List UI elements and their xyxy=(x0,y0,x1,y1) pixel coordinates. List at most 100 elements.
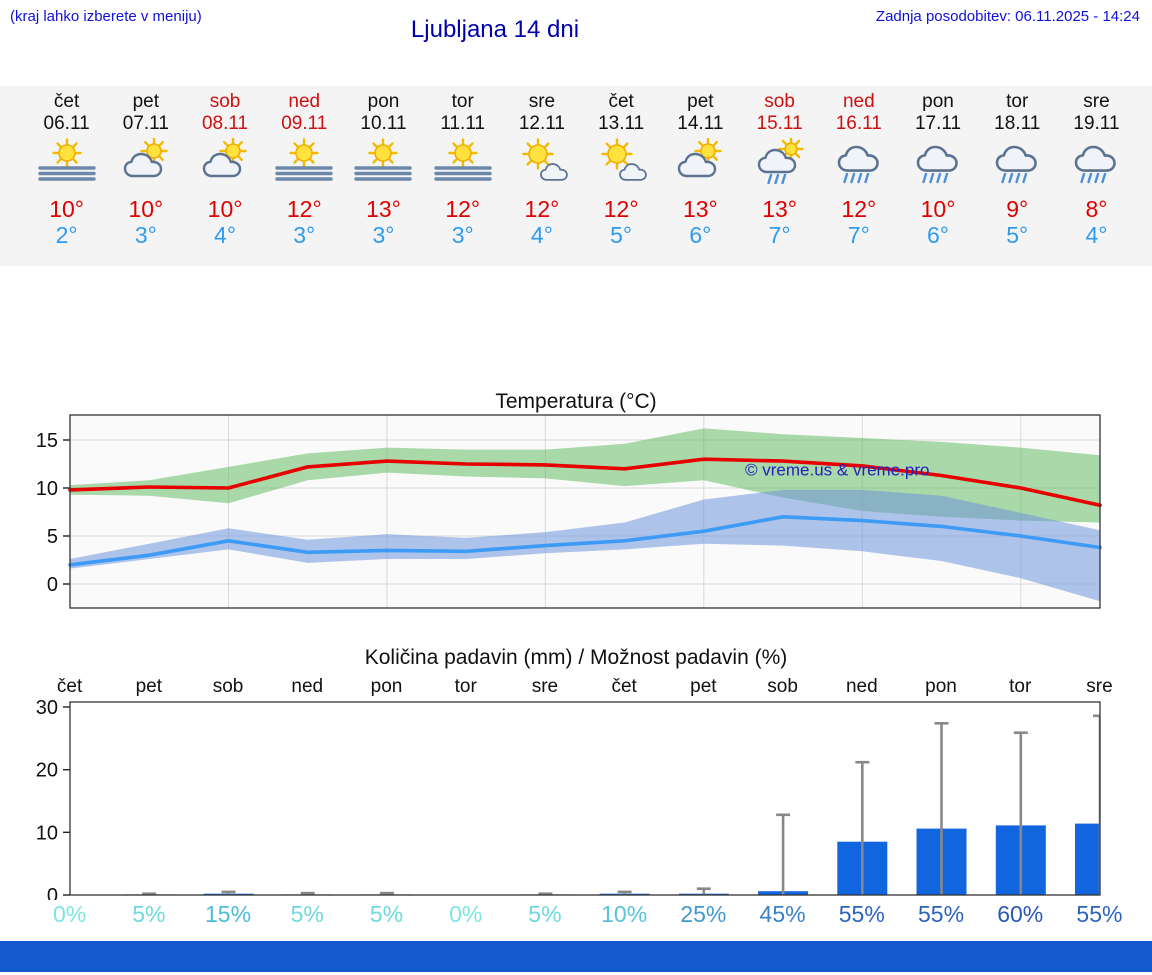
day-date: 07.11 xyxy=(122,113,169,134)
precip-probability: 0% xyxy=(52,901,87,927)
temp-max: 13° xyxy=(762,196,797,222)
temp-ytick-label: 5 xyxy=(47,526,58,548)
temp-min: 3° xyxy=(293,222,316,248)
day-name: tor xyxy=(451,91,474,112)
precip-probability: 55% xyxy=(1076,901,1123,927)
temp-max: 8° xyxy=(1085,196,1108,222)
precip-day-label: pet xyxy=(135,676,163,697)
precip-ytick-label: 10 xyxy=(36,822,58,844)
temp-max: 9° xyxy=(1006,196,1029,222)
day-name: ned xyxy=(842,91,875,112)
forecast-day-column[interactable]: tor 11.11 12° 3° xyxy=(423,86,502,266)
precip-day-label: sre xyxy=(1086,676,1113,697)
temp-ytick-label: 15 xyxy=(36,430,58,452)
day-date: 06.11 xyxy=(43,113,90,134)
precip-probability: 15% xyxy=(205,901,252,927)
forecast-day-column[interactable]: tor 18.11 9° 5° xyxy=(978,86,1057,266)
day-date: 14.11 xyxy=(677,113,724,134)
temp-max: 13° xyxy=(366,196,401,222)
precip-day-label: sob xyxy=(212,676,244,697)
precip-day-label: čet xyxy=(56,676,83,697)
weather-icon-sun-fog xyxy=(434,138,492,181)
precip-probability: 55% xyxy=(838,901,885,927)
forecast-day-column[interactable]: pon 17.11 10° 6° xyxy=(898,86,977,266)
precip-day-labels: čet pet sob ned pon tor sre čet pet sob ned pon tor s… xyxy=(30,676,1139,698)
day-date: 19.11 xyxy=(1073,113,1120,134)
precip-day-label: pet xyxy=(690,676,717,697)
weather-icon-sun-fog xyxy=(275,138,333,181)
precip-probability-row: 0% 5% 15% 5% 5% 0% 5% 10% 25% 45% 55% 55% 60% 55% xyxy=(30,901,1139,928)
day-date: 08.11 xyxy=(201,113,249,134)
menu-hint[interactable]: (kraj lahko izberete v meniju) xyxy=(10,8,202,25)
day-name: tor xyxy=(1006,91,1029,112)
weather-icon-cloud-sun xyxy=(202,138,247,178)
temp-max: 12° xyxy=(286,196,322,222)
precip-probability: 55% xyxy=(917,901,965,927)
weather-icon-cloud-sun xyxy=(678,138,723,178)
temp-max: 12° xyxy=(445,196,481,222)
temp-min: 4° xyxy=(1085,222,1108,248)
forecast-day-column[interactable]: sob 15.11 13° 7° xyxy=(740,86,819,266)
temp-ytick-label: 0 xyxy=(47,574,58,596)
forecast-day-column[interactable]: pon 10.11 13° 3° xyxy=(344,86,423,266)
precip-ytick-label: 0 xyxy=(47,885,58,900)
forecast-day-column[interactable]: pet 14.11 13° 6° xyxy=(661,86,740,266)
forecast-day-column[interactable]: ned 16.11 12° 7° xyxy=(819,86,898,266)
day-date: 17.11 xyxy=(914,113,962,134)
forecast-day-column[interactable]: sre 12.11 12° 4° xyxy=(502,86,581,266)
day-name: sre xyxy=(528,91,556,112)
page-title: Ljubljana 14 dni xyxy=(410,16,580,43)
watermark-text: © vreme.us & vreme.pro xyxy=(745,461,929,480)
day-name: sob xyxy=(209,91,241,112)
temp-min: 2° xyxy=(55,222,78,248)
forecast-day-column[interactable]: ned 09.11 12° 3° xyxy=(265,86,344,266)
precip-probability: 0% xyxy=(449,901,483,927)
temp-min: 4° xyxy=(214,222,237,248)
day-date: 10.11 xyxy=(360,113,407,134)
precip-probability: 5% xyxy=(290,901,324,927)
forecast-day-column[interactable]: sob 08.11 10° 4° xyxy=(185,86,264,266)
precip-day-label: tor xyxy=(454,676,477,697)
forecast-strip: čet 06.11 10° 2° pet 07.11 10° 3° sob 08.11 10° 4° n… xyxy=(0,86,1152,266)
precip-ytick-label: 30 xyxy=(36,700,58,719)
forecast-day-column[interactable]: čet 13.11 12° 5° xyxy=(582,86,661,266)
day-name: pon xyxy=(367,91,400,112)
precip-day-label: sob xyxy=(767,676,798,697)
day-date: 13.11 xyxy=(598,113,645,134)
precip-day-label: sre xyxy=(531,676,559,697)
temp-min: 5° xyxy=(610,222,633,248)
weather-icon-sun-fog xyxy=(354,138,413,181)
temp-max: 12° xyxy=(524,196,560,222)
forecast-day-column[interactable]: pet 07.11 10° 3° xyxy=(106,86,185,266)
temp-max: 10° xyxy=(207,196,243,222)
temp-min: 5° xyxy=(1006,222,1029,248)
temperature-chart: 0 5 10 15 © vreme.us & vreme.pro xyxy=(36,414,1102,609)
last-updated: Zadnja posodobitev: 06.11.2025 - 14:24 xyxy=(875,8,1140,25)
temp-max: 10° xyxy=(49,196,84,222)
weather-icon-cloud-rain xyxy=(995,145,1038,184)
temp-min: 3° xyxy=(372,222,395,248)
weather-icon-cloud-rain xyxy=(916,145,958,184)
precip-day-label: ned xyxy=(291,676,324,697)
precip-probability: 5% xyxy=(528,901,562,927)
temp-ytick-label: 10 xyxy=(36,478,58,500)
precip-bar xyxy=(1075,823,1100,895)
weather-icon-cloud-sun-rain xyxy=(757,138,804,184)
weather-icon-sun-cloud xyxy=(522,138,568,181)
weather-icon-cloud-sun xyxy=(123,138,168,178)
day-name: pon xyxy=(922,91,954,112)
forecast-day-column[interactable]: sre 19.11 8° 4° xyxy=(1057,86,1136,266)
day-name: ned xyxy=(288,91,321,112)
day-date: 18.11 xyxy=(994,113,1041,134)
precip-probability: 25% xyxy=(680,901,727,927)
temperature-chart-title: Temperatura (°C) xyxy=(495,390,657,413)
max-temperature-line xyxy=(68,457,1102,508)
day-name: pet xyxy=(132,91,160,112)
weather-icon-sun-cloud xyxy=(601,138,647,181)
day-name: čet xyxy=(53,91,80,112)
temp-max: 10° xyxy=(128,196,164,222)
precip-ytick-label: 20 xyxy=(36,760,58,782)
forecast-day-column[interactable]: čet 06.11 10° 2° xyxy=(27,86,106,266)
temp-max: 13° xyxy=(682,196,718,222)
day-date: 12.11 xyxy=(518,113,565,134)
